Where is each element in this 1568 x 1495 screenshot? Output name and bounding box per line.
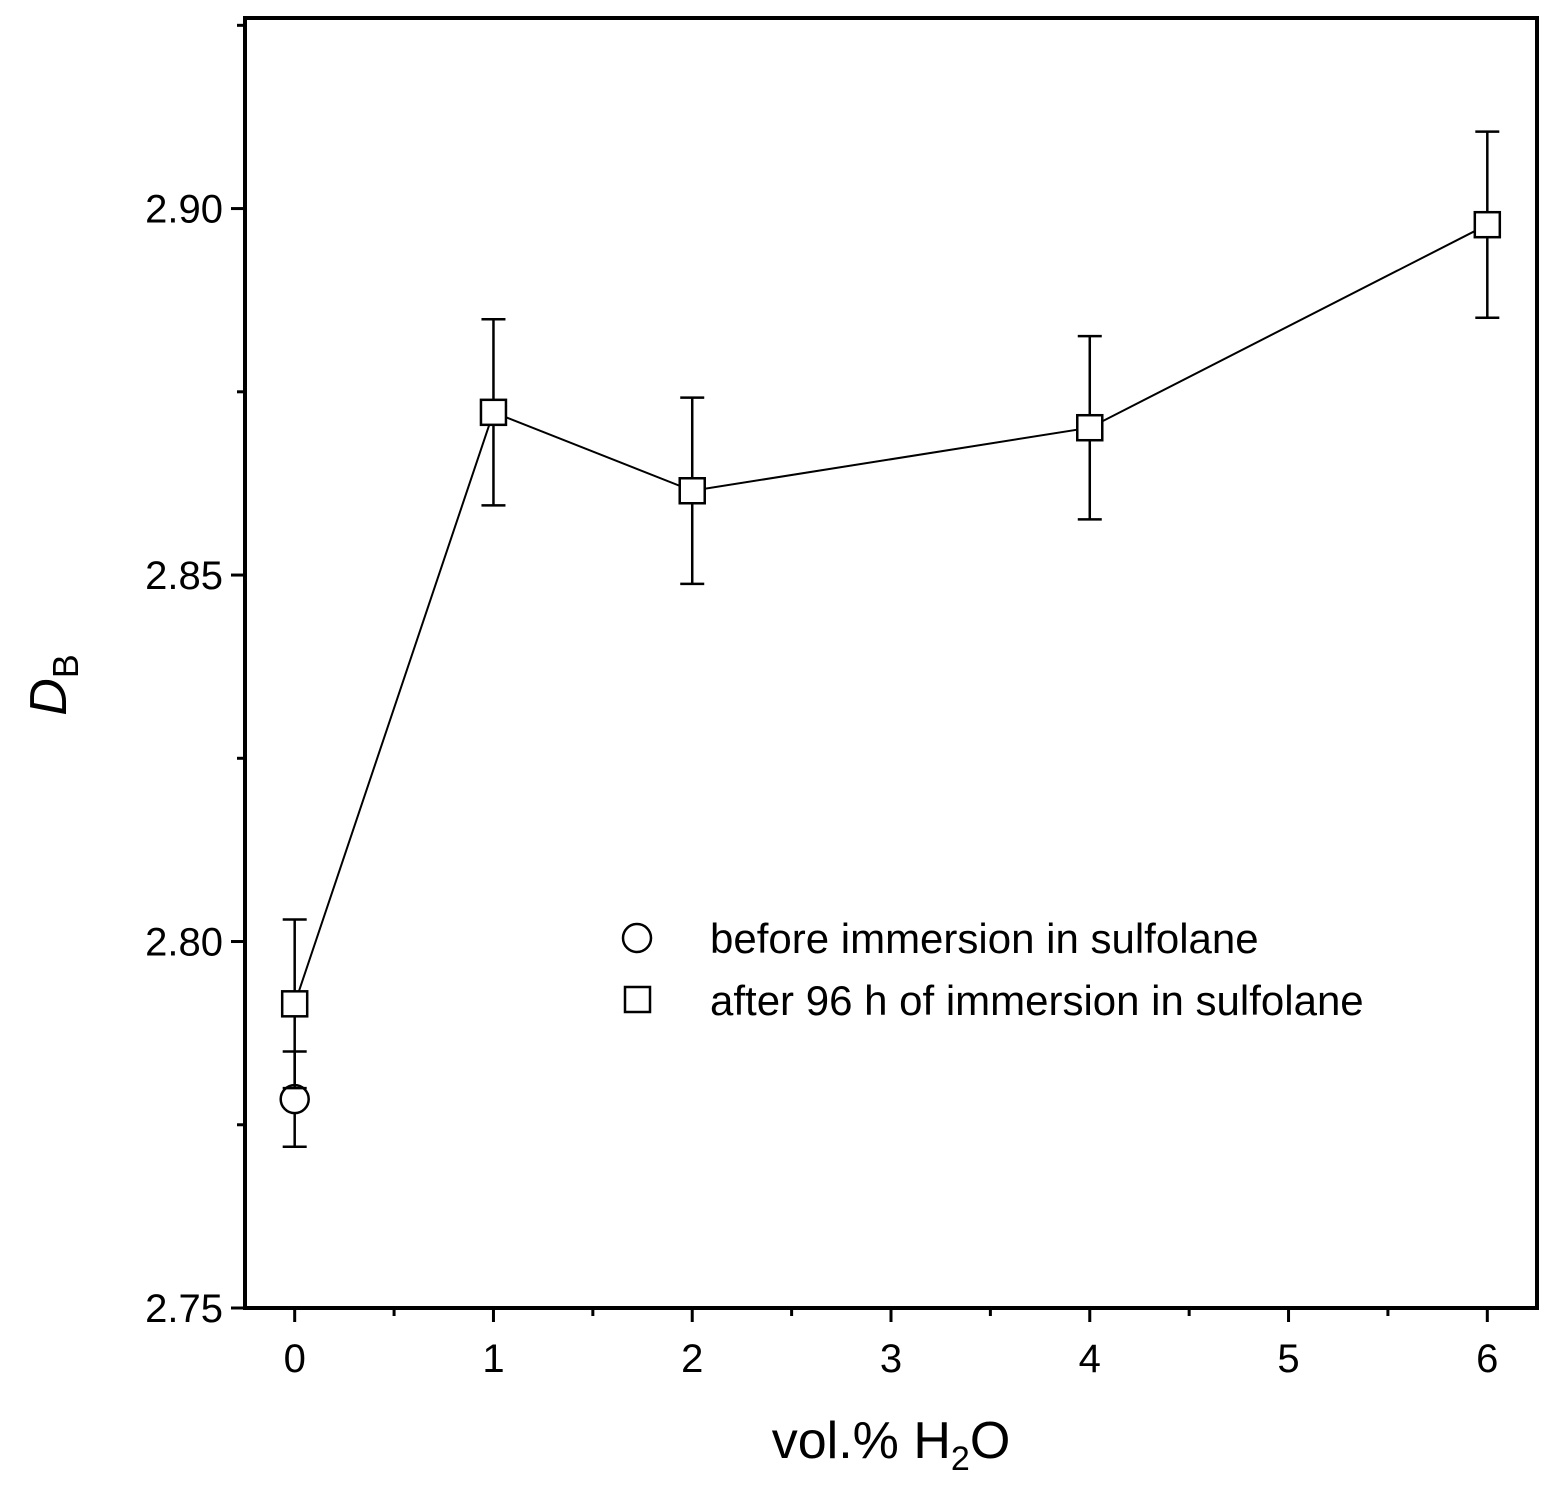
legend-label-after: after 96 h of immersion in sulfolane bbox=[710, 977, 1364, 1024]
x-tick-label: 0 bbox=[284, 1337, 306, 1381]
x-axis-title: vol.% H2O bbox=[772, 1412, 1011, 1478]
x-tick-label: 3 bbox=[880, 1337, 902, 1381]
legend-square-marker bbox=[623, 985, 652, 1014]
plot-frame bbox=[243, 16, 1539, 1310]
x-tick-label: 6 bbox=[1476, 1337, 1498, 1381]
data-point-square bbox=[479, 398, 508, 427]
x-tick-label: 2 bbox=[681, 1337, 703, 1381]
data-point-square bbox=[678, 477, 706, 505]
plot-border bbox=[243, 16, 1539, 1310]
data-point-square bbox=[280, 990, 309, 1018]
y-axis: 2.75 2.80 2.85 2.90 bbox=[145, 23, 245, 1331]
series-1 bbox=[279, 1050, 310, 1148]
series-line bbox=[293, 223, 1488, 1005]
x-axis-title-tail: O bbox=[970, 1412, 1010, 1470]
data-point-square bbox=[1076, 413, 1104, 442]
x-tick-label: 5 bbox=[1277, 1337, 1299, 1381]
y-axis-title-main: D bbox=[20, 678, 78, 716]
y-tick-label: 2.75 bbox=[145, 1287, 223, 1331]
legend-label-before: before immersion in sulfolane bbox=[710, 915, 1259, 962]
y-tick-label: 2.85 bbox=[145, 554, 223, 598]
series-2 bbox=[280, 130, 1502, 1090]
data-point-square bbox=[1473, 210, 1502, 239]
x-tick-label: 1 bbox=[482, 1337, 504, 1381]
y-tick-label: 2.90 bbox=[145, 188, 223, 232]
y-axis-title: DB bbox=[20, 654, 86, 716]
legend: before immersion in sulfolane after 96 h… bbox=[621, 915, 1364, 1024]
series-layer bbox=[279, 130, 1502, 1148]
x-tick-label: 4 bbox=[1079, 1337, 1101, 1381]
x-axis-title-subscript: 2 bbox=[951, 1440, 970, 1478]
x-axis: 0 1 2 3 4 5 6 bbox=[284, 1308, 1498, 1381]
y-axis-title-subscript: B bbox=[45, 654, 86, 678]
y-tick-label: 2.80 bbox=[145, 921, 223, 965]
legend-circle-marker bbox=[621, 922, 653, 954]
x-axis-title-main: vol.% H bbox=[772, 1412, 951, 1470]
